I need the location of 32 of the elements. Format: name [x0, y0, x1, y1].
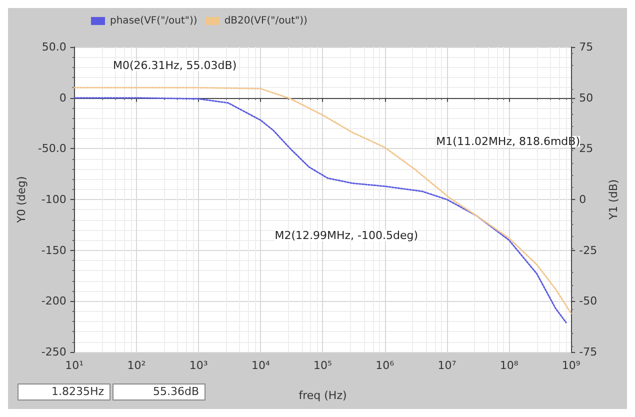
- x-axis-title: freq (Hz): [298, 389, 347, 402]
- y-tick-label: 0: [59, 91, 66, 104]
- x-tick-label: 10²: [127, 359, 146, 372]
- y2-tick-label: 0: [579, 193, 586, 206]
- y2-axis-title: Y1 (dB): [607, 179, 620, 221]
- legend-label: dB20(VF("/out")): [224, 16, 308, 26]
- text: 55.36dB: [152, 385, 199, 398]
- x-tick-label: 10⁹: [562, 359, 580, 372]
- y2-tick-label: 25: [579, 142, 594, 156]
- y2-tick-label: 75: [579, 40, 594, 54]
- y-tick-label: -150: [41, 244, 66, 257]
- y-tick-label: -200: [41, 294, 66, 308]
- x-tick-label: 10⁵: [314, 359, 332, 372]
- text: 1.8235Hz: [51, 385, 104, 398]
- y2-tick-label: 50: [579, 91, 594, 104]
- x-tick-label: 10¹: [65, 359, 84, 372]
- x-tick-label: 10⁴: [251, 359, 270, 372]
- y2-tick-label: -50: [579, 294, 598, 308]
- x-tick-label: 10⁶: [376, 359, 395, 372]
- y-tick-label: -50.0: [38, 142, 66, 156]
- legend-label: phase(VF("/out")): [110, 16, 198, 26]
- x-tick-label: 10³: [189, 359, 208, 372]
- annotation: M2(12.99MHz, -100.5deg): [274, 229, 418, 242]
- y-axis-title: Y0 (deg): [15, 176, 28, 224]
- y-tick-label: 50.0: [42, 40, 66, 54]
- annotation: M0(26.31Hz, 55.03dB): [113, 59, 237, 72]
- y-tick-label: -250: [41, 346, 66, 358]
- y2-tick-label: -75: [579, 346, 598, 358]
- x-tick-label: 10⁷: [438, 359, 456, 372]
- y2-tick-label: -25: [579, 244, 598, 257]
- y-tick-label: -100: [41, 193, 66, 206]
- x-tick-label: 10⁸: [500, 359, 519, 372]
